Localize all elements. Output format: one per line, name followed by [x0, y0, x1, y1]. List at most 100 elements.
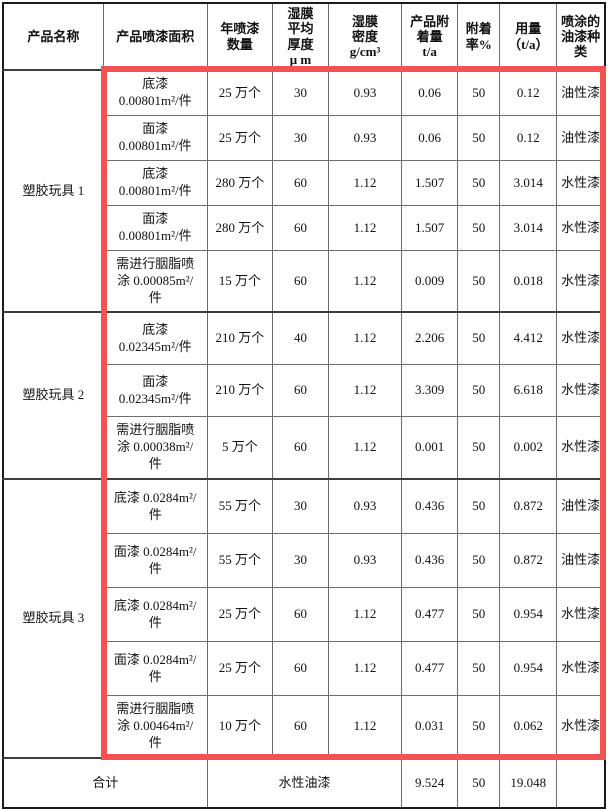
cell-paint-type: 水性漆 [556, 416, 606, 480]
cell-adhesion-rate: 50 [457, 364, 501, 418]
cell-adhesion-amount: 0.477 [401, 587, 459, 643]
cell-annual-quantity: 210 万个 [206, 311, 273, 366]
cell-adhesion-rate: 50 [457, 533, 501, 589]
cell-usage: 0.018 [499, 250, 558, 313]
product-name-cell: 塑胶玩具 1 [2, 69, 104, 313]
cell-annual-quantity: 5 万个 [206, 416, 273, 480]
cell-adhesion-amount: 0.06 [401, 115, 459, 162]
total-label-cell: 合计 [2, 757, 208, 809]
cell-adhesion-amount: 1.507 [401, 205, 459, 252]
cell-usage: 3.014 [499, 205, 558, 252]
cell-adhesion-amount: 0.031 [401, 695, 459, 759]
table-row: 塑胶玩具 1 底漆 0.00801m²/件 25 万个 30 0.93 0.06 50 0.1… [2, 69, 606, 313]
table-row: 面漆 0.00801m²/件 25 万个 30 0.93 0.06 50 0.12 油性漆 [3, 115, 606, 162]
cell-film-density: 1.12 [327, 160, 403, 207]
cell-paint-type: 油性漆 [556, 533, 606, 589]
cell-film-density: 1.12 [327, 416, 403, 480]
col-header-paint-type: 喷涂的 油漆种 类 [556, 2, 606, 72]
cell-film-density: 1.12 [327, 311, 403, 366]
cell-usage: 3.014 [499, 160, 558, 207]
cell-usage: 0.954 [499, 641, 558, 697]
product-name-cell: 塑胶玩具 3 [2, 478, 104, 759]
cell-adhesion-rate: 50 [457, 69, 501, 117]
table-row: 面漆 0.02345m²/件 210 万个 60 1.12 3.309 50 6.618 水性… [3, 364, 606, 418]
cell-adhesion-rate: 50 [457, 115, 501, 162]
cell-usage: 0.062 [499, 695, 558, 759]
cell-adhesion-rate: 50 [457, 757, 501, 809]
cell-paint-type: 水性漆 [556, 250, 606, 313]
cell-usage: 0.002 [499, 416, 558, 480]
cell-paint-type [556, 757, 606, 809]
cell-spray-area: 面漆 0.00801m²/件 [102, 115, 208, 162]
cell-annual-quantity: 55 万个 [206, 478, 273, 535]
col-header-spray-area: 产品喷漆面积 [102, 2, 208, 72]
cell-film-density: 0.93 [327, 533, 403, 589]
cell-adhesion-rate: 50 [457, 205, 501, 252]
cell-film-thickness: 30 [271, 115, 330, 162]
cell-film-thickness: 30 [271, 69, 330, 117]
cell-film-thickness: 60 [271, 364, 330, 418]
col-header-product-name: 产品名称 [2, 2, 104, 72]
col-header-usage: 用量 （t/a） [499, 2, 558, 72]
cell-annual-quantity: 280 万个 [206, 160, 273, 207]
cell-adhesion-amount: 9.524 [401, 757, 459, 809]
table-row: 底漆 0.00801m²/件 280 万个 60 1.12 1.507 50 3.014 水性… [3, 160, 606, 207]
cell-film-thickness: 30 [271, 478, 330, 535]
cell-annual-quantity: 15 万个 [206, 250, 273, 313]
cell-annual-quantity: 10 万个 [206, 695, 273, 759]
cell-annual-quantity: 210 万个 [206, 364, 273, 418]
table-body: 塑胶玩具 1 底漆 0.00801m²/件 25 万个 30 0.93 0.06 50 0.1… [2, 69, 606, 809]
cell-film-thickness: 40 [271, 311, 330, 366]
cell-paint-type: 油性漆 [556, 478, 606, 535]
cell-adhesion-amount: 0.477 [401, 641, 459, 697]
cell-spray-area: 底漆 0.02345m²/件 [102, 311, 208, 366]
cell-paint-type: 水性漆 [556, 364, 606, 418]
cell-usage: 0.12 [499, 69, 558, 117]
cell-film-density: 1.12 [327, 695, 403, 759]
cell-film-density: 1.12 [327, 205, 403, 252]
cell-film-thickness: 30 [271, 533, 330, 589]
cell-adhesion-rate: 50 [457, 641, 501, 697]
cell-film-thickness: 60 [271, 205, 330, 252]
table-row: 面漆 0.0284m²/ 件 55 万个 30 0.93 0.436 50 0.872 油性漆 [3, 533, 606, 589]
cell-film-thickness: 60 [271, 695, 330, 759]
cell-adhesion-amount: 0.001 [401, 416, 459, 480]
cell-spray-area: 需进行胭脂喷 涂 0.00464m²/ 件 [102, 695, 208, 759]
cell-usage: 6.618 [499, 364, 558, 418]
table-row: 需进行胭脂喷 涂 0.00464m²/ 件 10 万个 60 1.12 0.031 50 0… [3, 695, 606, 759]
cell-paint-type: 水性漆 [556, 695, 606, 759]
cell-adhesion-amount: 0.06 [401, 69, 459, 117]
total-row: 合计 水性油漆 9.524 50 19.048 [2, 757, 606, 809]
col-header-annual-quantity: 年喷漆 数量 [206, 2, 273, 72]
cell-adhesion-amount: 0.009 [401, 250, 459, 313]
cell-spray-area: 底漆 0.00801m²/件 [102, 69, 208, 117]
cell-paint-type: 水性漆 [556, 641, 606, 697]
cell-spray-area: 面漆 0.0284m²/ 件 [102, 641, 208, 697]
cell-adhesion-amount: 3.309 [401, 364, 459, 418]
cell-film-density: 1.12 [327, 364, 403, 418]
cell-film-density: 1.12 [327, 250, 403, 313]
cell-spray-area: 面漆 0.0284m²/ 件 [102, 533, 208, 589]
cell-annual-quantity: 280 万个 [206, 205, 273, 252]
cell-annual-quantity: 25 万个 [206, 115, 273, 162]
cell-film-thickness: 60 [271, 641, 330, 697]
table-row: 塑胶玩具 3 底漆 0.0284m²/ 件 55 万个 30 0.93 0.436 50 0.… [2, 478, 606, 759]
cell-film-thickness: 60 [271, 587, 330, 643]
cell-adhesion-rate: 50 [457, 160, 501, 207]
cell-usage: 0.954 [499, 587, 558, 643]
cell-annual-quantity: 55 万个 [206, 533, 273, 589]
cell-usage: 19.048 [499, 757, 558, 809]
cell-film-thickness: 60 [271, 416, 330, 480]
cell-spray-area: 需进行胭脂喷 涂 0.00085m²/ 件 [102, 250, 208, 313]
cell-paint-type: 油性漆 [556, 115, 606, 162]
cell-spray-area: 底漆 0.0284m²/ 件 [102, 478, 208, 535]
total-paint-type-cell: 水性油漆 [206, 757, 403, 809]
cell-paint-type: 水性漆 [556, 311, 606, 366]
table-row: 塑胶玩具 2 底漆 0.02345m²/件 210 万个 40 1.12 2.206 50 4… [2, 311, 606, 480]
cell-annual-quantity: 25 万个 [206, 641, 273, 697]
col-header-film-thickness: 湿膜 平均 厚度 μ m [271, 2, 330, 72]
col-header-film-density: 湿膜 密度 g/cm³ [327, 2, 403, 72]
cell-film-thickness: 60 [271, 160, 330, 207]
cell-usage: 0.12 [499, 115, 558, 162]
